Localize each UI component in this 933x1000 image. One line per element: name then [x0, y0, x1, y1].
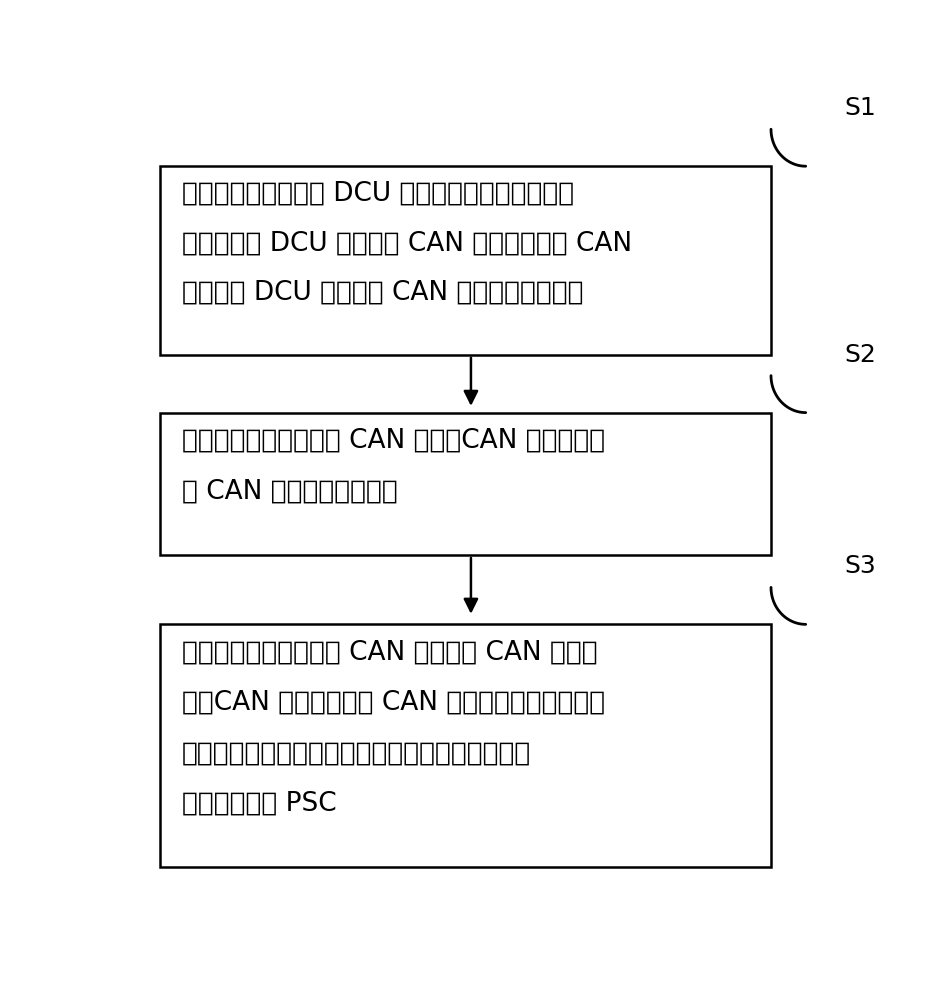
Text: 设置在各滑动门上的 DCU 收集各站台门的实时状态: 设置在各滑动门上的 DCU 收集各站台门的实时状态	[182, 181, 574, 207]
Text: 输模块传送至 PSC: 输模块传送至 PSC	[182, 791, 336, 817]
Text: S1: S1	[844, 96, 876, 120]
Bar	[160, 624, 771, 867]
Text: 过 CAN 协议进行数据传输: 过 CAN 协议进行数据传输	[182, 478, 397, 504]
Text: 环网中的 DCU 之间通过 CAN 协议进行数据传输: 环网中的 DCU 之间通过 CAN 协议进行数据传输	[182, 280, 583, 306]
Text: S2: S2	[844, 343, 876, 367]
Text: 适用于以太网传输模式的数据信息并通过以太网传: 适用于以太网传输模式的数据信息并通过以太网传	[182, 740, 531, 766]
Text: 块，CAN 环网模块通过 CAN 转网模块将数据转换为: 块，CAN 环网模块通过 CAN 转网模块将数据转换为	[182, 690, 605, 716]
Text: 数据，若干 DCU 组成一个 CAN 环网，每一个 CAN: 数据，若干 DCU 组成一个 CAN 环网，每一个 CAN	[182, 230, 632, 256]
Text: 设置在该站台上的所有 CAN 环网组成 CAN 环网模: 设置在该站台上的所有 CAN 环网组成 CAN 环网模	[182, 639, 597, 665]
Bar	[160, 166, 771, 355]
Text: 每个站台上设有若干个 CAN 环网，CAN 环网之间通: 每个站台上设有若干个 CAN 环网，CAN 环网之间通	[182, 428, 605, 454]
Bar	[160, 413, 771, 555]
Text: S3: S3	[844, 554, 876, 578]
